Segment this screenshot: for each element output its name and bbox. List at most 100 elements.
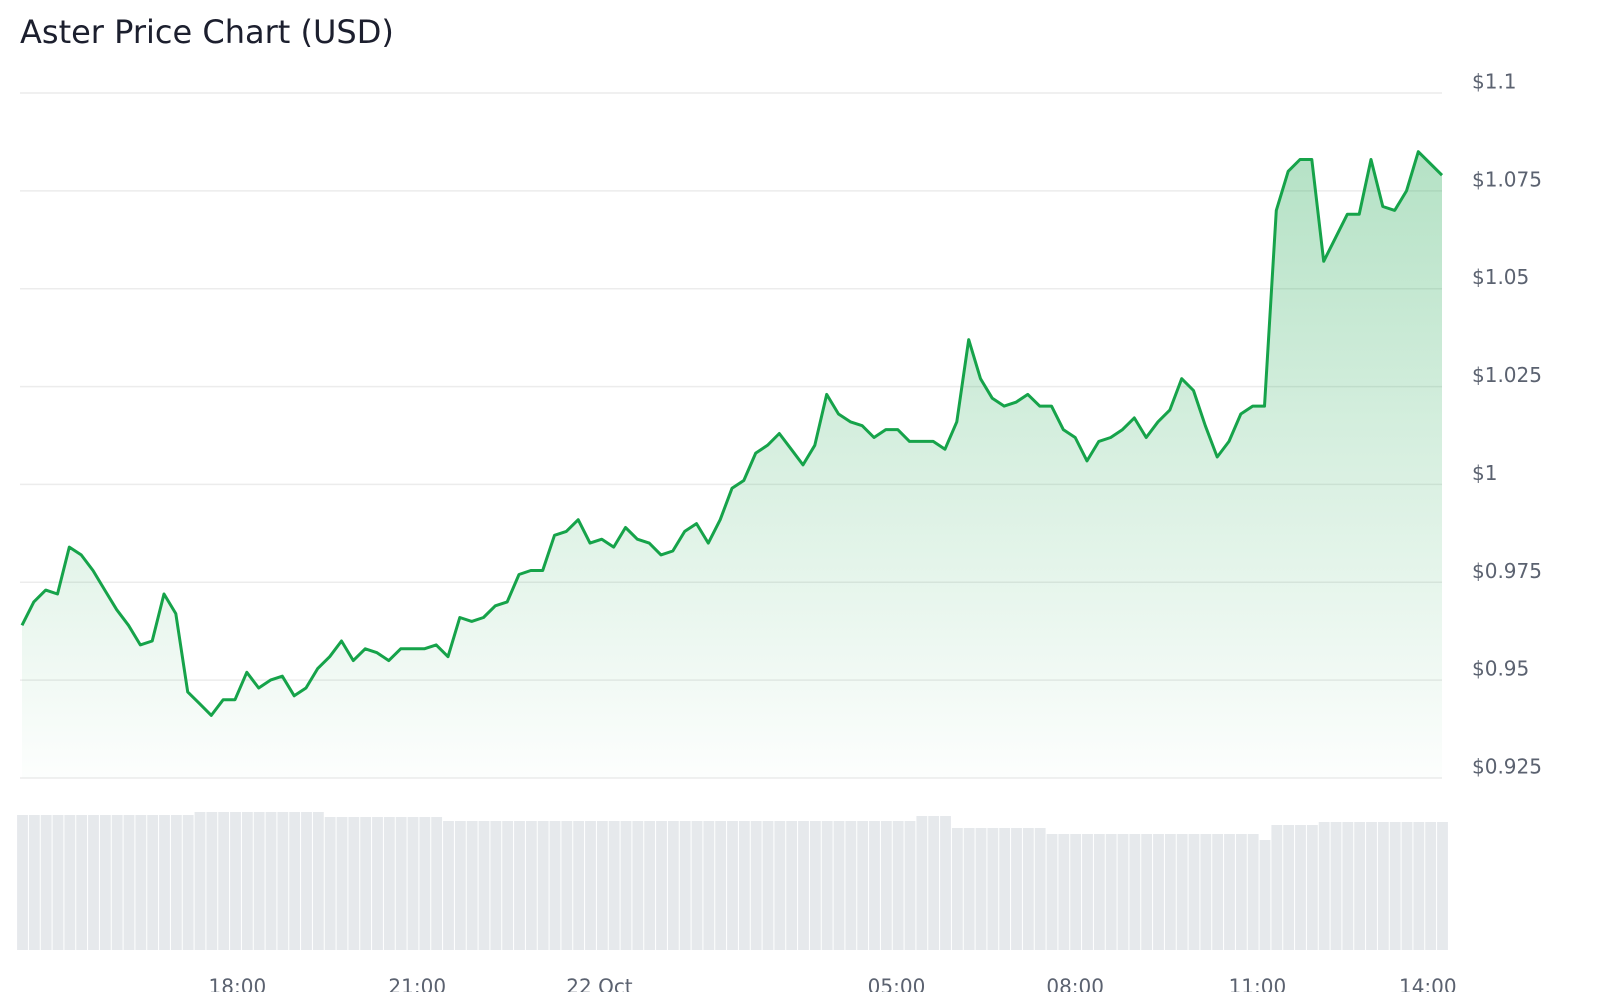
- volume-bar: [28, 815, 40, 950]
- volume-bar: [111, 815, 123, 950]
- volume-bar: [88, 815, 99, 950]
- volume-bar: [1259, 840, 1271, 950]
- volume-bar: [1188, 834, 1200, 950]
- volume-bar: [1153, 834, 1164, 950]
- volume-bar: [1247, 834, 1259, 950]
- volume-bar: [537, 821, 549, 950]
- volume-bar: [17, 815, 28, 950]
- y-tick-label: $0.95: [1472, 657, 1529, 681]
- volume-bar: [1164, 834, 1176, 950]
- volume-bar: [1176, 834, 1188, 950]
- volume-bar: [1271, 825, 1283, 950]
- volume-bar: [727, 821, 738, 950]
- volume-bar: [525, 821, 537, 950]
- y-tick-label: $1.1: [1472, 70, 1517, 94]
- volume-bar: [1283, 825, 1295, 950]
- volume-bar: [182, 815, 194, 950]
- volume-bar: [691, 821, 703, 950]
- volume-bar: [833, 821, 845, 950]
- volume-bar: [407, 817, 419, 950]
- volume-bar: [265, 812, 277, 950]
- volume-bar: [1235, 834, 1247, 950]
- volume-bar: [466, 821, 478, 950]
- volume-bar: [253, 812, 265, 950]
- price-line: [20, 150, 1444, 717]
- volume-bar: [336, 817, 348, 950]
- volume-bar: [1117, 834, 1129, 950]
- volume-bar: [703, 821, 715, 950]
- volume-bar: [1354, 822, 1366, 950]
- volume-bar: [123, 815, 135, 950]
- price-area: [22, 151, 1442, 778]
- volume-bar: [419, 817, 431, 950]
- volume-bar: [963, 828, 975, 950]
- volume-bar: [147, 815, 159, 950]
- volume-bar: [1224, 834, 1235, 950]
- volume-bar: [1318, 822, 1330, 950]
- volume-bar: [1425, 822, 1437, 950]
- volume-bar: [798, 821, 809, 950]
- volume-bar: [1401, 822, 1413, 950]
- volume-bar: [786, 821, 798, 950]
- volume-bar: [194, 812, 206, 950]
- volume-bar: [1082, 834, 1093, 950]
- volume-bar: [1011, 828, 1022, 950]
- volume-bar: [1437, 822, 1448, 950]
- volume-bar: [880, 821, 892, 950]
- volume-bar: [585, 821, 596, 950]
- volume-bar: [1306, 825, 1318, 950]
- volume-bar: [1366, 822, 1377, 950]
- volume-bar: [809, 821, 821, 950]
- volume-bar: [951, 828, 963, 950]
- x-tick-label: 11:00: [1229, 975, 1287, 992]
- volume-bar: [1413, 822, 1425, 950]
- volume-bar: [561, 821, 573, 950]
- volume-bar: [750, 821, 762, 950]
- volume-bar: [431, 817, 443, 950]
- volume-bar: [1141, 834, 1153, 950]
- volume-bar: [159, 815, 170, 950]
- volume-bar: [656, 821, 667, 950]
- volume-bar: [999, 828, 1011, 950]
- volume-bar: [892, 821, 904, 950]
- y-tick-label: $1.025: [1472, 363, 1542, 387]
- volume-bar: [289, 812, 301, 950]
- volume-bar: [1058, 834, 1070, 950]
- volume-bar: [1105, 834, 1117, 950]
- volume-bar: [324, 817, 336, 950]
- x-tick-label: 05:00: [868, 975, 926, 992]
- volume-bar: [928, 816, 940, 950]
- volume-bar: [230, 812, 241, 950]
- volume-bar: [762, 821, 774, 950]
- volume-bar: [573, 821, 585, 950]
- volume-bar: [987, 828, 999, 950]
- x-tick-label: 21:00: [388, 975, 446, 992]
- x-tick-label: 14:00: [1399, 975, 1457, 992]
- volume-bar: [170, 815, 182, 950]
- volume-bar: [64, 815, 76, 950]
- volume-bar: [940, 816, 951, 950]
- volume-bar: [502, 821, 514, 950]
- volume-bar: [1200, 834, 1212, 950]
- volume-bar: [1129, 834, 1141, 950]
- y-tick-label: $1: [1472, 461, 1497, 485]
- x-tick-label: 22 Oct: [566, 975, 633, 992]
- volume-bar: [241, 812, 253, 950]
- volume-bar: [916, 816, 928, 950]
- volume-bar: [975, 828, 987, 950]
- volume-bar: [845, 821, 857, 950]
- volume-bar: [549, 821, 561, 950]
- volume-bar: [490, 821, 502, 950]
- volume-bar: [135, 815, 147, 950]
- volume-bar: [395, 817, 407, 950]
- volume-bar: [1046, 834, 1058, 950]
- volume-bar: [206, 812, 218, 950]
- volume-bar: [1070, 834, 1082, 950]
- volume-bar: [821, 821, 833, 950]
- volume-bar: [1342, 822, 1354, 950]
- volume-bar: [348, 817, 360, 950]
- volume-bar: [478, 821, 490, 950]
- x-tick-label: 18:00: [209, 975, 267, 992]
- y-tick-label: $1.075: [1472, 167, 1542, 191]
